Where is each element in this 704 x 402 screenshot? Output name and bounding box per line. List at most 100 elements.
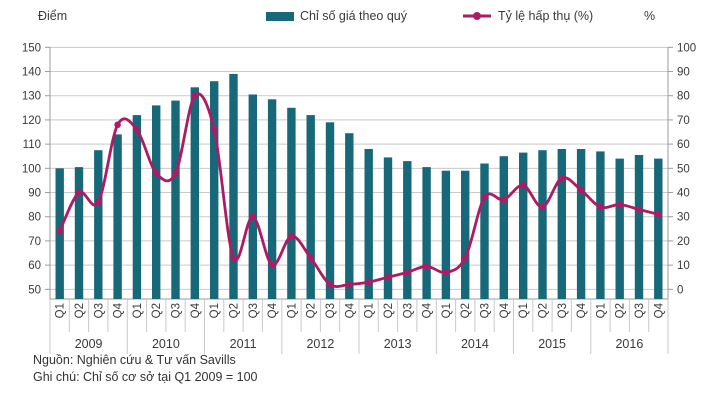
absorption-rate-point xyxy=(249,213,257,220)
year-label: 2013 xyxy=(384,337,412,351)
right-axis-tick-label: 10 xyxy=(677,260,690,272)
absorption-rate-point xyxy=(616,201,623,208)
price-index-bar xyxy=(519,152,528,299)
left-axis-tick-label: 130 xyxy=(22,91,41,103)
price-index-bar xyxy=(190,87,199,300)
right-axis-tick-label: 60 xyxy=(677,139,690,151)
right-axis-tick-label: 50 xyxy=(677,163,690,175)
price-index-bar xyxy=(248,94,257,299)
price-index-bar xyxy=(403,161,412,299)
absorption-rate-point xyxy=(326,281,334,288)
quarter-label: Q4 xyxy=(499,302,511,318)
quarter-label: Q4 xyxy=(113,302,125,318)
price-index-bar xyxy=(615,158,624,299)
right-axis-tick-label: 0 xyxy=(677,284,683,296)
absorption-rate-point xyxy=(597,203,604,211)
quarter-label: Q3 xyxy=(480,303,492,318)
absorption-rate-point xyxy=(56,227,63,235)
left-axis-tick-label: 50 xyxy=(28,284,41,296)
price-index-bar xyxy=(538,150,547,299)
left-axis-tick-label: 70 xyxy=(28,236,41,248)
quarter-label: Q2 xyxy=(306,303,318,318)
price-index-bar xyxy=(441,170,451,299)
quarter-label: Q1 xyxy=(55,303,67,318)
quarter-label: Q1 xyxy=(595,303,607,318)
quarter-label: Q1 xyxy=(518,303,530,318)
absorption-rate-point xyxy=(152,169,160,177)
right-axis-tick-label: 70 xyxy=(677,115,690,127)
quarter-label: Q1 xyxy=(441,303,453,318)
year-label: 2015 xyxy=(538,337,566,351)
absorption-rate-point xyxy=(191,92,199,99)
legend-label-absorption: Tỷ lệ hấp thụ (%) xyxy=(498,9,594,23)
price-index-bar xyxy=(171,100,180,299)
right-axis-tick-label: 100 xyxy=(677,42,696,54)
left-axis-tick-label: 100 xyxy=(22,163,41,175)
quarter-label: Q2 xyxy=(538,303,550,318)
price-index-bar xyxy=(461,170,470,299)
quarter-label: Q4 xyxy=(422,302,434,318)
absorption-rate-point xyxy=(268,261,276,269)
price-index-bar xyxy=(132,115,142,299)
left-axis-tick-label: 150 xyxy=(22,42,41,54)
right-axis-tick-label: 40 xyxy=(677,188,690,200)
absorption-rate-point xyxy=(635,206,643,213)
price-index-bar xyxy=(499,156,508,299)
absorption-rate-point xyxy=(655,211,662,218)
quarter-label: Q3 xyxy=(93,303,105,318)
left-axis-tick-label: 80 xyxy=(28,212,41,224)
quarter-label: Q1 xyxy=(209,303,221,318)
quarter-label: Q4 xyxy=(267,302,279,318)
absorption-rate-point xyxy=(307,254,315,262)
absorption-rate-point xyxy=(210,126,218,133)
quarter-label: Q3 xyxy=(634,303,646,318)
left-axis-tick-label: 60 xyxy=(28,260,41,272)
price-index-bar xyxy=(113,134,122,299)
price-index-bar xyxy=(74,167,84,299)
legend-item-price-index: Chỉ số giá theo quý xyxy=(266,9,407,23)
year-label: 2011 xyxy=(230,337,257,351)
chart-footnotes: Nguồn: Nghiên cứu & Tư vấn Savills Ghi c… xyxy=(33,352,258,386)
quarter-label: Q3 xyxy=(171,303,183,318)
price-index-bar xyxy=(654,158,663,299)
price-index-bar xyxy=(634,155,644,299)
absorption-rate-point xyxy=(423,263,430,270)
right-axis-title: % xyxy=(644,9,656,23)
quarter-label: Q2 xyxy=(229,303,241,318)
quarter-label: Q2 xyxy=(74,303,86,318)
quarter-label: Q3 xyxy=(325,303,337,318)
right-axis-tick-label: 90 xyxy=(677,67,690,79)
price-index-bar xyxy=(422,167,431,299)
quarter-label: Q1 xyxy=(364,303,376,318)
quarter-label: Q4 xyxy=(576,302,588,318)
quarter-label: Q3 xyxy=(557,303,569,318)
left-axis-title: Điểm xyxy=(38,9,68,23)
absorption-rate-point xyxy=(288,232,295,240)
quarter-label: Q3 xyxy=(248,303,260,318)
absorption-rate-point xyxy=(384,273,392,281)
right-axis-tick-label: 20 xyxy=(677,236,690,248)
source-note: Nguồn: Nghiên cứu & Tư vấn Savills xyxy=(33,353,236,367)
price-index-bar xyxy=(480,163,489,299)
quarter-label: Q1 xyxy=(132,303,144,318)
price-index-bar xyxy=(596,151,605,299)
legend-item-absorption: Tỷ lệ hấp thụ (%) xyxy=(462,9,593,23)
line-marker-swatch-icon xyxy=(462,10,492,22)
quarter-label: Q2 xyxy=(151,303,163,318)
quarter-label: Q2 xyxy=(460,303,472,318)
absorption-rate-point xyxy=(95,198,102,206)
year-label: 2009 xyxy=(75,337,103,351)
year-label: 2012 xyxy=(306,337,334,351)
price-index-bar xyxy=(152,105,161,300)
year-label: 2016 xyxy=(615,337,643,351)
absorption-rate-point xyxy=(172,169,179,177)
left-axis-tick-label: 120 xyxy=(22,115,41,127)
absorption-rate-point xyxy=(500,196,508,204)
absorption-rate-point xyxy=(404,269,411,276)
absorption-rate-point xyxy=(230,254,237,262)
absorption-rate-point xyxy=(461,254,469,262)
price-index-bar xyxy=(557,149,566,299)
base-index-note: Ghi chú: Chỉ số cơ sở tại Q1 2009 = 100 xyxy=(33,370,258,384)
price-index-bar xyxy=(325,122,335,299)
